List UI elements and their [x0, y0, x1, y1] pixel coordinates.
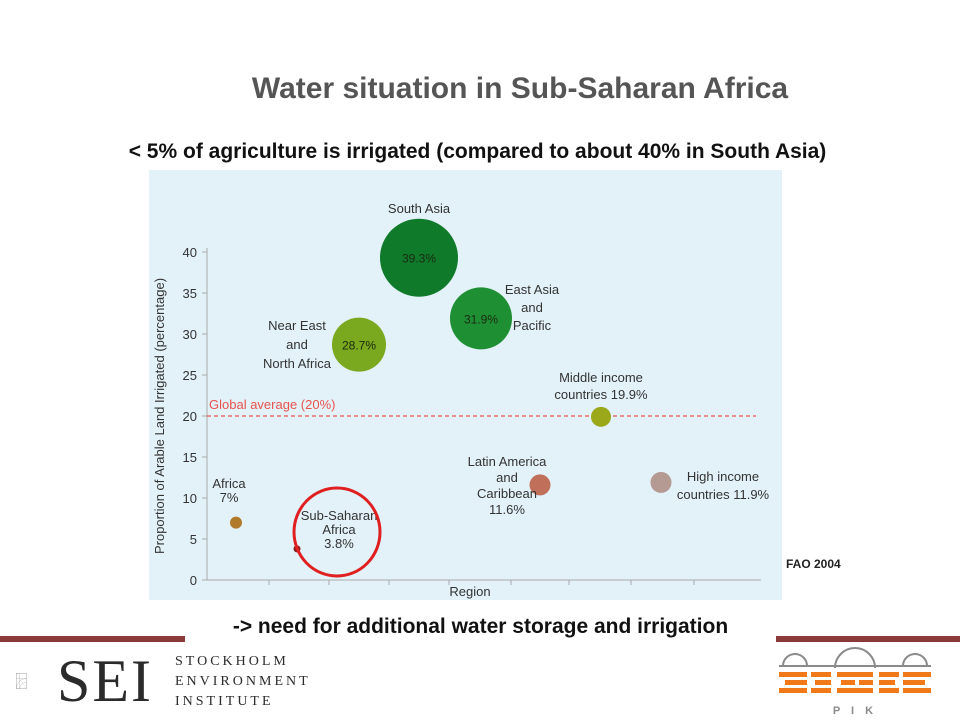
- bubble-near-east-and-north-africa: [332, 317, 386, 372]
- bubble-latin-america-and-caribbean: [529, 474, 551, 496]
- slide-title: Water situation in Sub-Saharan Africa: [251, 72, 789, 105]
- sei-emblem-icon: [16, 673, 27, 689]
- highlight-circle: [292, 486, 382, 578]
- point-label: countries 11.9%: [677, 487, 770, 502]
- bubble-africa: [230, 516, 242, 529]
- bubble-south-asia: [380, 218, 458, 297]
- bubble-high-income-countries: [650, 471, 672, 493]
- sei-logo-letters: SEI: [57, 648, 153, 714]
- y-tick-label: 0: [190, 573, 197, 588]
- point-label: countries 19.9%: [554, 387, 648, 402]
- bubble-east-asia-and-pacific: [450, 287, 512, 350]
- bubble-value-label: 28.7%: [342, 339, 376, 353]
- chart-canvas: 0 5 10 15 20 25 30 35 40 Region Proportion of Arab…: [152, 201, 770, 599]
- y-tick-label: 40: [183, 245, 197, 260]
- y-tick-label: 35: [183, 286, 197, 301]
- y-tick-label: 30: [183, 327, 197, 342]
- bubble-chart: 0 5 10 15 20 25 30 35 40 Region Proportion of Arab…: [149, 170, 782, 600]
- footer-rule-left: [0, 636, 185, 642]
- y-tick-label: 20: [183, 409, 197, 424]
- x-axis-label: Region: [449, 584, 490, 599]
- point-label: and: [286, 337, 308, 352]
- bubble-value-label: 39.3%: [402, 252, 436, 266]
- sei-line-1: STOCKHOLM: [175, 654, 289, 669]
- y-tick-label: 15: [183, 450, 197, 465]
- y-tick-label: 10: [183, 491, 197, 506]
- point-label: 3.8%: [324, 536, 354, 551]
- bubble-middle-income-countries: [591, 406, 611, 427]
- point-label: Middle income: [559, 370, 643, 385]
- point-label: East Asia: [505, 282, 560, 297]
- y-tick-label: 25: [183, 368, 197, 383]
- point-label: High income: [687, 469, 759, 484]
- global-average-label: Global average (20%): [209, 397, 335, 412]
- footer-rule-right: [776, 636, 960, 642]
- source-label: FAO 2004: [786, 557, 841, 571]
- point-label: Near East: [268, 318, 326, 333]
- sei-line-3: INSTITUTE: [175, 694, 274, 709]
- point-label: and: [521, 300, 543, 315]
- pik-logo-icon: P I K: [779, 647, 931, 717]
- point-label: Latin America: [468, 454, 548, 469]
- point-label: South Asia: [388, 201, 451, 216]
- point-label: 11.6%: [489, 502, 525, 517]
- sei-line-2: ENVIRONMENT: [175, 674, 311, 689]
- y-axis-label: Proportion of Arable Land Irrigated (per…: [152, 278, 167, 554]
- slide-subtitle: < 5% of agriculture is irrigated (compar…: [128, 140, 827, 163]
- point-label: North Africa: [263, 356, 332, 371]
- point-label: Pacific: [513, 318, 552, 333]
- point-label: and: [496, 470, 518, 485]
- bubble-value-label: 31.9%: [464, 312, 498, 326]
- point-label: Caribbean: [477, 486, 537, 501]
- pik-letters: P I K: [833, 705, 877, 717]
- point-label: Africa: [322, 522, 356, 537]
- point-label: 7%: [220, 490, 239, 505]
- y-tick-label: 5: [190, 532, 197, 547]
- point-label: Sub-Saharan: [301, 508, 378, 523]
- point-label: Africa: [212, 476, 246, 491]
- conclusion-text: -> need for additional water storage and…: [232, 615, 729, 638]
